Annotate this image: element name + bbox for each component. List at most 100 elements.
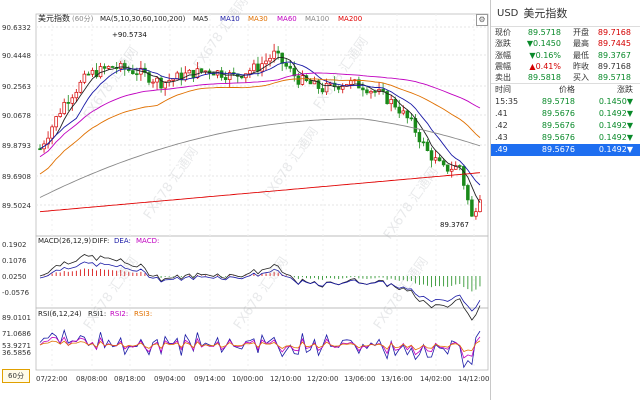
watermark: FX678 汇通网 bbox=[311, 35, 372, 113]
candle-body bbox=[268, 57, 272, 62]
tick-row[interactable]: .42 89.5676 0.1492▼ bbox=[491, 120, 640, 132]
candle-body bbox=[280, 52, 284, 64]
candle-body bbox=[159, 77, 163, 89]
quote-label: 最低 bbox=[573, 50, 589, 60]
candle-body bbox=[58, 113, 62, 117]
rsi2-legend: RSI2: bbox=[110, 310, 128, 318]
candle-body bbox=[369, 91, 373, 94]
y-axis-label: 90.2563 bbox=[2, 83, 31, 91]
candle-body bbox=[296, 75, 301, 85]
price-chart-svg[interactable]: 90.6332 90.4448 90.2563 90.0678 89.8793 89.69… bbox=[0, 0, 490, 400]
tick-table: 15:35 89.5718 0.1450▼ .41 89.5676 0.1492▼ .42 8… bbox=[491, 96, 640, 157]
candle-body bbox=[437, 157, 442, 162]
candle-body bbox=[191, 69, 196, 79]
chart-area[interactable]: 90.6332 90.4448 90.2563 90.0678 89.8793 89.69… bbox=[0, 0, 490, 400]
quote-value: 89.5718 bbox=[527, 28, 561, 37]
quote-label: 涨跌 bbox=[495, 39, 511, 49]
quote-value: 89.7168 bbox=[597, 61, 631, 71]
tick-row[interactable]: .43 89.5676 0.1492▼ bbox=[491, 132, 640, 144]
candle-body bbox=[90, 70, 95, 75]
candle-body bbox=[106, 66, 111, 69]
y-axis-label: 90.6332 bbox=[2, 24, 31, 32]
symbol-name: 美元指数 bbox=[523, 7, 568, 20]
candle-body bbox=[94, 70, 99, 78]
ma30-line bbox=[39, 78, 481, 175]
candle-body bbox=[175, 72, 179, 80]
candle-body bbox=[227, 72, 232, 80]
y-axis-label: 90.4448 bbox=[2, 52, 31, 60]
quote-label: 震幅 bbox=[495, 61, 511, 71]
macd-label: MACD(26,12,9) bbox=[38, 237, 91, 245]
candle-body bbox=[276, 50, 280, 54]
rsi-axis-label: 53.9271 bbox=[2, 342, 31, 350]
settings-icon[interactable]: ⚙ bbox=[476, 14, 488, 26]
candle-body bbox=[462, 166, 466, 186]
watermark: FX678 汇通网 bbox=[261, 125, 322, 203]
candle-body bbox=[373, 91, 377, 93]
candle-body bbox=[389, 99, 393, 105]
tick-change: 0.1492▼ bbox=[598, 121, 633, 131]
candle-body bbox=[78, 81, 83, 93]
quote-value: 89.7168 bbox=[597, 28, 631, 37]
quote-row: 涨幅 ▼0.16% 最低 89.3767 bbox=[491, 50, 640, 61]
candle-body bbox=[405, 110, 410, 119]
quote-row: 卖出 89.5818 买入 89.5718 bbox=[491, 72, 640, 83]
tick-row[interactable]: .41 89.5676 0.1492▼ bbox=[491, 108, 640, 120]
candle-body bbox=[288, 65, 293, 69]
col-time: 时间 bbox=[495, 85, 511, 95]
candle-body bbox=[349, 80, 353, 85]
x-axis-label: 14/02:00 bbox=[420, 375, 451, 383]
ma100-line bbox=[39, 118, 481, 198]
candle-body bbox=[320, 88, 325, 93]
candle-body bbox=[256, 63, 260, 72]
rsi-panel-frame bbox=[35, 307, 489, 371]
rsi3-legend: RSI3: bbox=[134, 310, 152, 318]
rsi-axis-label: 36.5856 bbox=[2, 349, 31, 357]
candle-body bbox=[223, 77, 228, 80]
candle-body bbox=[449, 168, 454, 172]
ma60-line bbox=[39, 72, 481, 158]
x-axis-label: 07/22:00 bbox=[36, 375, 67, 383]
watermark: FX678 汇通网 bbox=[81, 45, 142, 123]
tick-row[interactable]: 15:35 89.5718 0.1450▼ bbox=[491, 96, 640, 108]
period-button[interactable]: 60分 bbox=[2, 369, 30, 383]
quote-grid: 现价 89.5718 开盘 89.7168 涨跌 ▼0.1450 最高 89.7445 涨幅 ▼0… bbox=[491, 27, 640, 83]
candle-body bbox=[252, 63, 256, 72]
candle-body bbox=[86, 73, 91, 76]
x-axis-label: 12/10:00 bbox=[270, 375, 301, 383]
tick-price: 89.5718 bbox=[541, 97, 575, 107]
x-axis-label: 13/16:00 bbox=[381, 375, 412, 383]
quote-panel: USD 美元指数 现价 89.5718 开盘 89.7168 涨跌 ▼0.1450 最高 89… bbox=[490, 0, 640, 400]
candle-body bbox=[429, 150, 434, 161]
candle-body bbox=[441, 160, 446, 166]
chart-title: 美元指数 bbox=[38, 13, 70, 23]
watermark: FX678 汇通网 bbox=[231, 255, 292, 333]
macd-diff-legend: DIFF: bbox=[92, 237, 109, 245]
candle-body bbox=[127, 68, 131, 71]
macd-axis-label: 0.0250 bbox=[2, 273, 27, 281]
candle-body bbox=[264, 60, 268, 65]
quote-row: 涨跌 ▼0.1450 最高 89.7445 bbox=[491, 38, 640, 49]
x-axis-label: 10/00:00 bbox=[232, 375, 263, 383]
candle-body bbox=[474, 211, 478, 217]
candle-body bbox=[340, 86, 345, 90]
legend-ma60: MA60 bbox=[277, 15, 297, 23]
candle-body bbox=[135, 73, 139, 76]
candle-body bbox=[50, 126, 54, 139]
panel-header: USD 美元指数 bbox=[491, 0, 640, 27]
rsi3-line bbox=[39, 340, 481, 352]
candle-body bbox=[409, 117, 414, 120]
tick-price: 89.5676 bbox=[541, 145, 575, 155]
candle-body bbox=[38, 148, 42, 151]
candle-body bbox=[417, 132, 422, 143]
quote-value: 89.5718 bbox=[597, 73, 631, 83]
quote-value: 89.7445 bbox=[597, 39, 631, 49]
y-axis-label: 90.0678 bbox=[2, 112, 31, 120]
candle-body bbox=[300, 75, 305, 85]
candle-body bbox=[385, 91, 389, 105]
tick-row[interactable]: .49 89.5676 0.1492▼ bbox=[491, 144, 640, 157]
x-axis-label: 14/12:00 bbox=[458, 375, 489, 383]
candle-body bbox=[292, 67, 297, 77]
watermark: FX678 汇通网 bbox=[81, 255, 142, 333]
candle-body bbox=[470, 199, 474, 217]
